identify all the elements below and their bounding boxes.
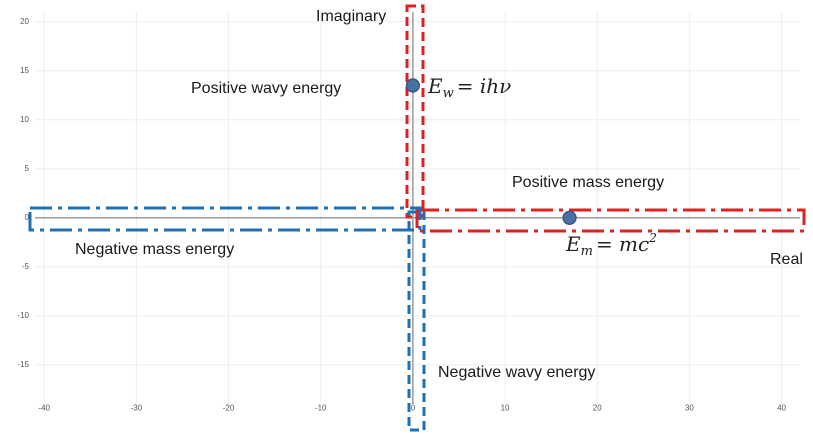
x-tick-label: 10 <box>501 404 510 413</box>
x-tick-label: 40 <box>777 404 786 413</box>
data-point <box>562 210 577 225</box>
wavy-formula-lhs: E <box>427 74 443 98</box>
mass-formula-superscript: 2 <box>648 231 657 245</box>
tick-labels: -40 -30 -20 -10 0 10 20 30 40 -15 -10 -5 0 5 10 15 20 <box>17 17 786 413</box>
positive-wavy-energy-label: Positive wavy energy <box>191 80 341 97</box>
imaginary-axis-label: Imaginary <box>316 8 386 25</box>
x-tick-label: -40 <box>38 404 50 413</box>
x-tick-label: 0 <box>411 404 416 413</box>
y-tick-label: 0 <box>25 213 30 222</box>
negative-real-box <box>28 206 422 232</box>
x-tick-label: 20 <box>593 404 602 413</box>
x-tick-label: 30 <box>685 404 694 413</box>
wavy-energy-formula: Ew = ihν <box>427 74 511 101</box>
y-tick-label: 15 <box>20 66 29 75</box>
x-tick-label: -20 <box>223 404 235 413</box>
wavy-formula-subscript: w <box>443 86 454 101</box>
y-tick-label: -15 <box>17 360 29 369</box>
y-tick-label: 5 <box>25 164 30 173</box>
positive-imaginary-box <box>405 4 425 219</box>
mass-formula-rhs: = mc <box>596 232 649 256</box>
wavy-formula-rhs: = ihν <box>457 74 512 98</box>
positive-mass-energy-label: Positive mass energy <box>512 174 664 191</box>
mass-formula-lhs: E <box>565 232 581 256</box>
y-tick-label: 10 <box>20 115 29 124</box>
negative-mass-energy-label: Negative mass energy <box>75 241 234 258</box>
grid <box>35 12 800 404</box>
negative-wavy-energy-label: Negative wavy energy <box>438 364 595 381</box>
y-tick-label: -10 <box>17 311 29 320</box>
x-tick-label: -10 <box>315 404 327 413</box>
mass-formula-subscript: m <box>581 244 593 259</box>
mass-energy-formula: Em = mc2 <box>565 231 657 259</box>
real-axis-label: Real <box>770 251 803 268</box>
y-tick-label: 20 <box>20 17 29 26</box>
negative-imaginary-box <box>407 210 426 432</box>
positive-real-box <box>415 208 806 233</box>
data-point <box>405 78 420 93</box>
data-points <box>405 78 577 225</box>
x-tick-label: -30 <box>131 404 143 413</box>
y-tick-label: -5 <box>22 262 30 271</box>
